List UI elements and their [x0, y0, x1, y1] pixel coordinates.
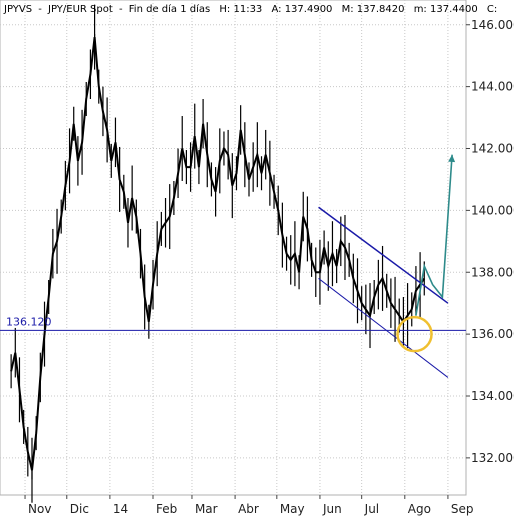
circle-marker [396, 315, 433, 353]
y-tick-label: 144.000 [471, 80, 514, 94]
header-symbol: JPYVS [3, 4, 32, 15]
chart-header: JPYVS - JPY/EUR Spot - Fin de día 1 días… [3, 3, 497, 15]
x-axis: Nov Dic 14 Feb Mar Abr May Jun Jul Ago Sep [24, 495, 474, 516]
y-tick-label: 134.000 [471, 389, 514, 403]
header-title: JPY/EUR Spot [47, 4, 113, 15]
y-tick-label: 138.000 [471, 265, 514, 279]
x-tick-label: Ago [408, 502, 431, 516]
x-tick-label: Mar [195, 502, 218, 516]
plot-frame [0, 0, 467, 496]
y-tick-label: 136.000 [471, 327, 514, 341]
support-label: 136.120 [6, 315, 52, 328]
x-tick-label: Sep [451, 502, 474, 516]
header-close: C: [487, 4, 497, 15]
channel-upper-line [318, 206, 449, 304]
header-separator-2: - [119, 4, 123, 15]
x-tick-label: Dic [70, 502, 89, 516]
x-tick-label: 14 [113, 502, 128, 516]
channel-lower-line [318, 278, 449, 378]
x-tick-label: Feb [156, 502, 177, 516]
header-timeframe: Fin de día 1 días [129, 3, 210, 15]
header-mid: M: 137.8420 [342, 4, 405, 15]
header-high: H: 11:33 [219, 4, 262, 15]
x-tick-label: Abr [238, 502, 259, 516]
x-tick-label: Jun [322, 502, 342, 516]
y-tick-label: 140.000 [471, 203, 514, 217]
y-tick-label: 142.000 [471, 142, 514, 156]
y-axis: 132.000 134.000 136.000 138.000 140.000 142.0… [466, 18, 514, 465]
projection-arrowhead [448, 154, 456, 163]
annotations: 136.120 [0, 154, 466, 378]
projection-path [415, 154, 453, 316]
x-tick-label: Jul [364, 502, 379, 516]
header-separator: - [38, 4, 42, 15]
header-min: m: 137.4400 [414, 4, 478, 15]
y-tick-label: 132.000 [471, 451, 514, 465]
price-line [10, 36, 426, 471]
header-ask: A: 137.4900 [271, 4, 332, 15]
x-tick-label: May [280, 502, 305, 516]
y-tick-label: 146.000 [471, 18, 514, 32]
x-tick-label: Nov [28, 502, 51, 516]
